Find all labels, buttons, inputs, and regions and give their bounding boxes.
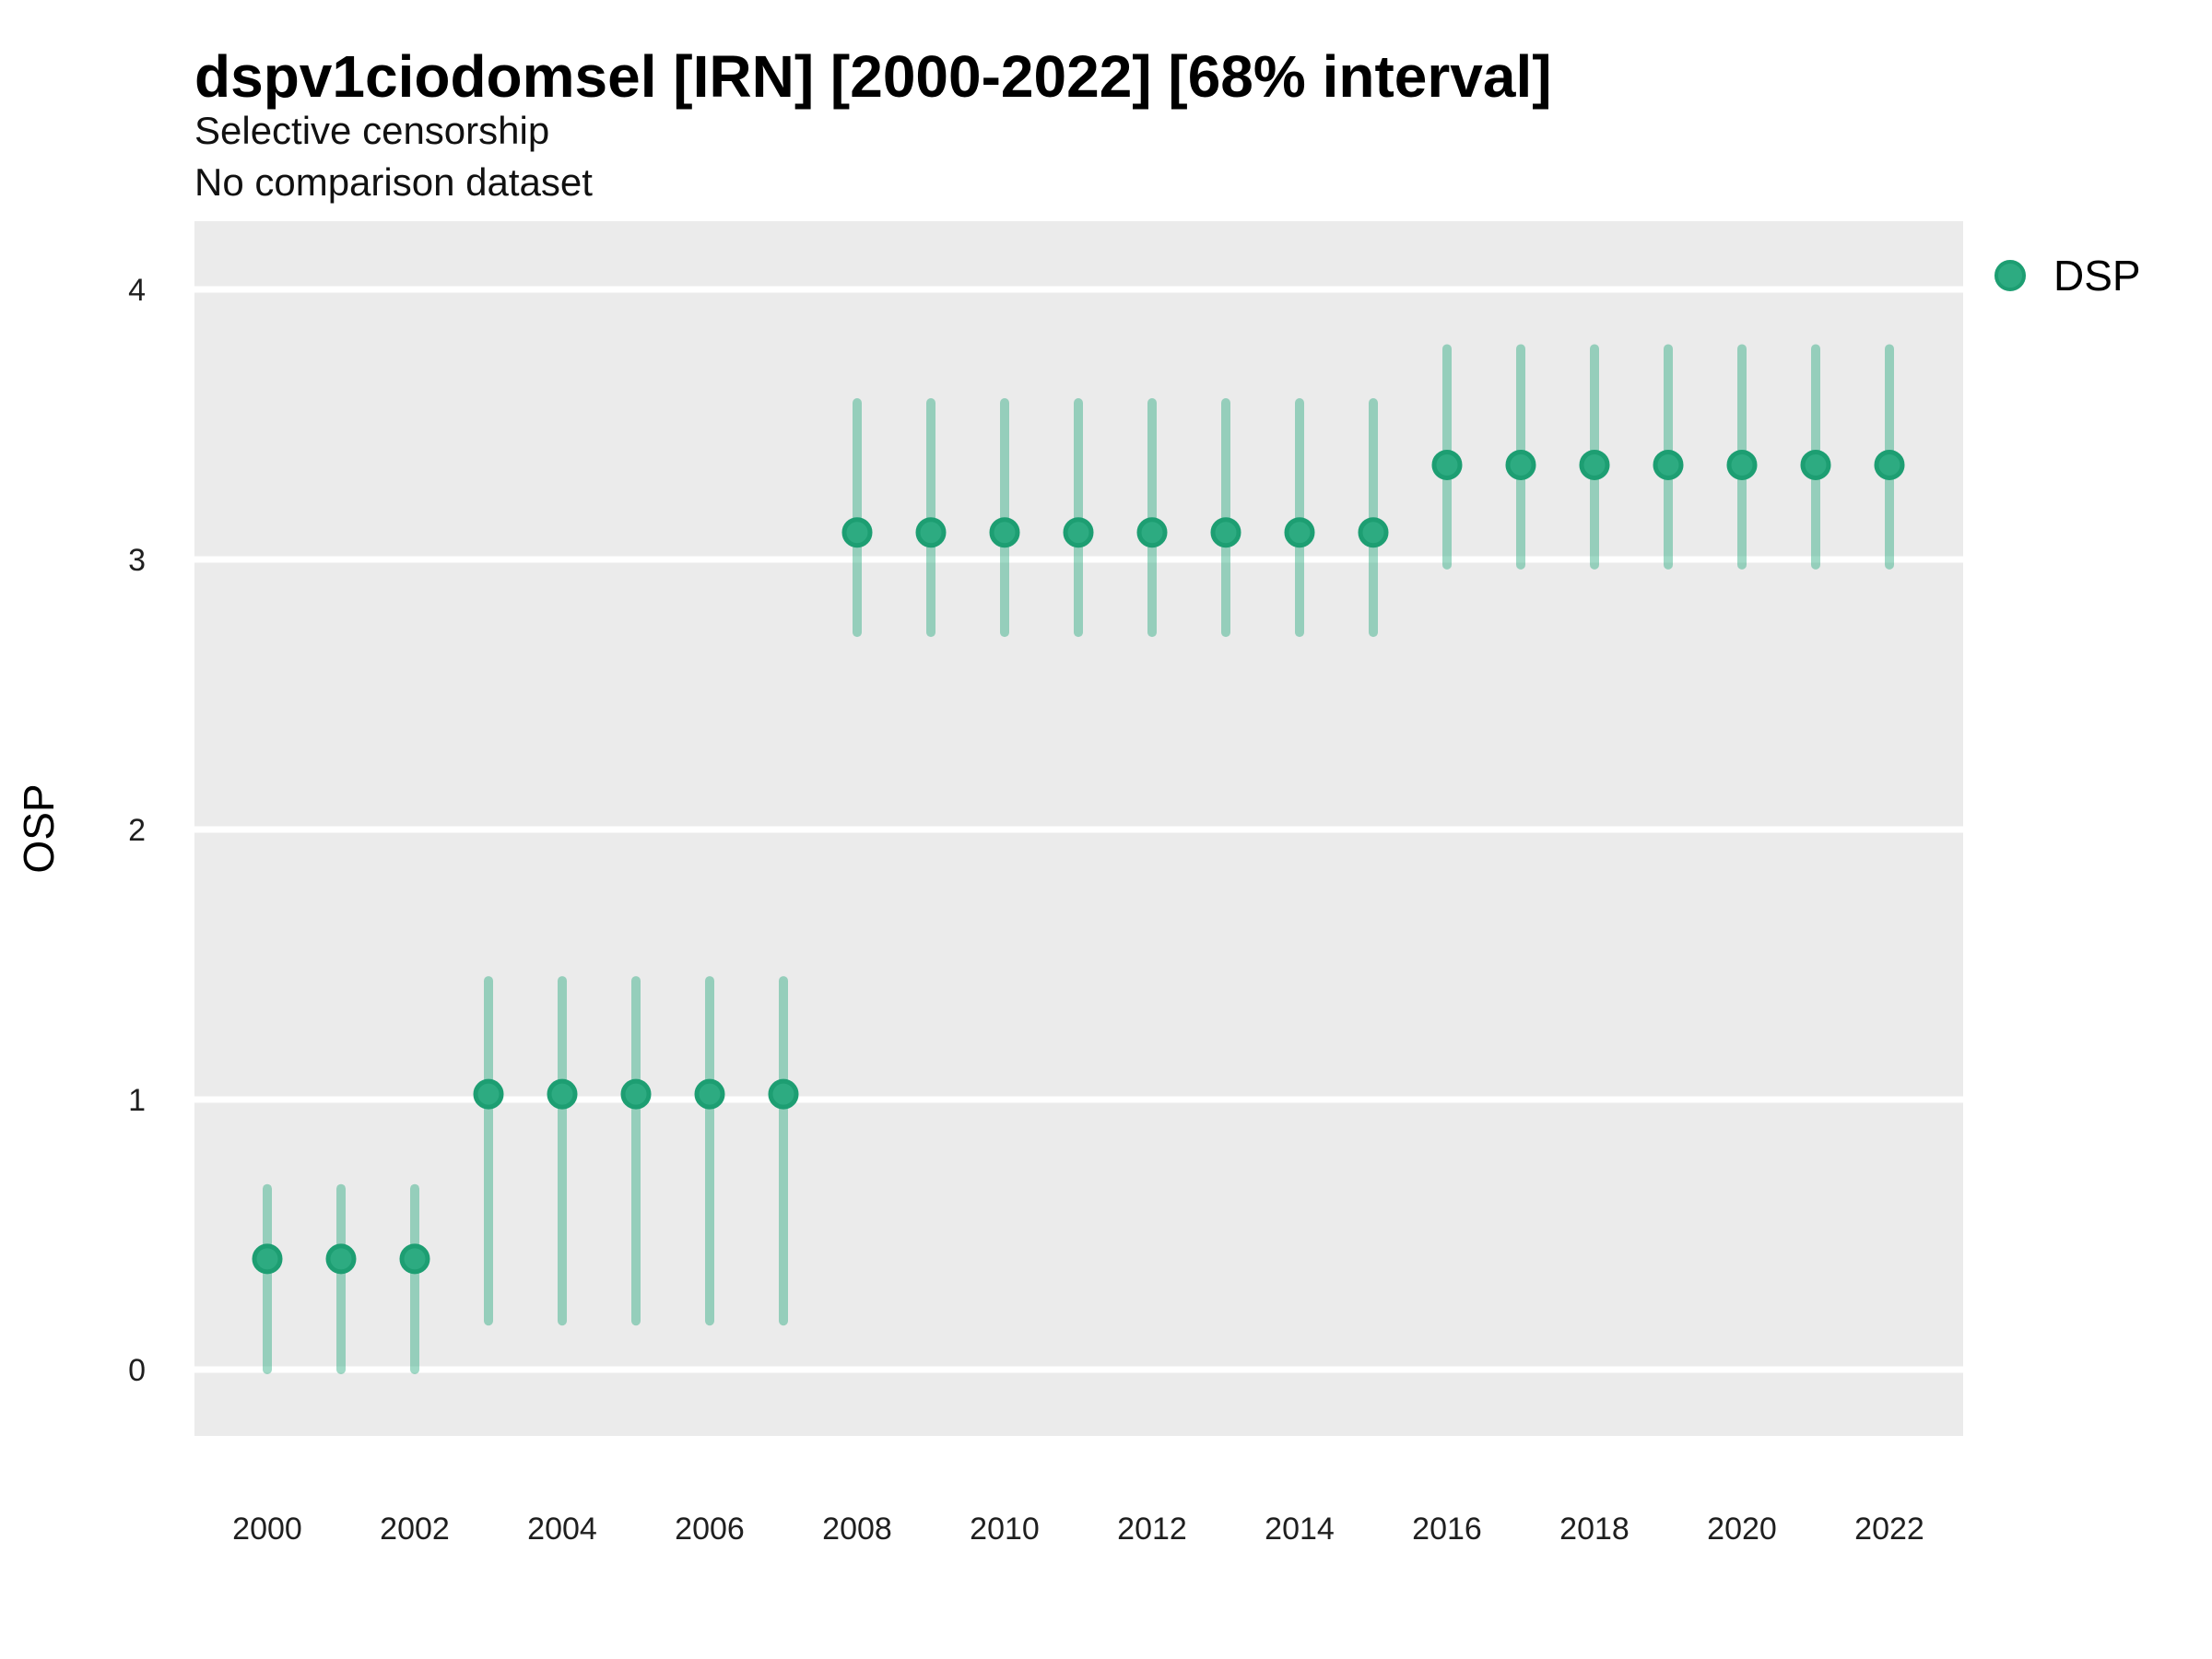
pointrange-2002	[399, 1183, 430, 1374]
legend: DSP	[1994, 252, 2141, 300]
legend-point-icon	[1994, 260, 2026, 291]
pointrange-2020	[1726, 344, 1758, 570]
point-2004	[547, 1078, 578, 1110]
point-2013	[1210, 517, 1241, 548]
x-axis-tick-labels: 2000 2002 2004 2006 2008 2010 2012 2014 2016 2018…	[232, 1512, 1924, 1547]
pointrange-2009	[915, 398, 947, 638]
y-axis-tick-labels: 0 1 2 3 4	[128, 273, 146, 1388]
point-2009	[915, 517, 947, 548]
x-tick-2004: 2004	[527, 1512, 597, 1547]
y-tick-1: 1	[128, 1083, 146, 1118]
pointrange-2004	[547, 976, 578, 1326]
y-tick-2: 2	[128, 813, 146, 848]
pointrange-2006	[694, 976, 725, 1326]
pointrange-2011	[1063, 398, 1094, 638]
pointrange-2019	[1653, 344, 1684, 570]
pointrange-2012	[1136, 398, 1168, 638]
y-tick-4: 4	[128, 273, 146, 308]
chart-subtitle-line1: Selective censorship	[194, 109, 549, 152]
x-tick-2010: 2010	[970, 1512, 1040, 1547]
point-2002	[399, 1243, 430, 1275]
y-tick-3: 3	[128, 543, 146, 578]
x-tick-2006: 2006	[675, 1512, 745, 1547]
pointrange-2022	[1874, 344, 1905, 570]
x-tick-2014: 2014	[1265, 1512, 1335, 1547]
pointrange-2021	[1800, 344, 1831, 570]
point-2017	[1505, 449, 1536, 480]
pointrange-2010	[989, 398, 1020, 638]
x-tick-2002: 2002	[380, 1512, 450, 1547]
chart-title: dspv1ciodomsel [IRN] [2000-2022] [68% in…	[194, 43, 1552, 110]
pointrange-2003	[473, 976, 504, 1326]
legend-label: DSP	[2053, 252, 2141, 300]
point-2021	[1800, 449, 1831, 480]
x-tick-2020: 2020	[1707, 1512, 1777, 1547]
point-2018	[1579, 449, 1610, 480]
pointrange-2016	[1431, 344, 1463, 570]
pointrange-2015	[1358, 398, 1389, 638]
point-2012	[1136, 517, 1168, 548]
pointrange-2000	[252, 1183, 283, 1374]
point-2001	[325, 1243, 357, 1275]
point-2007	[768, 1078, 799, 1110]
point-2008	[841, 517, 873, 548]
point-2022	[1874, 449, 1905, 480]
pointrange-2014	[1284, 398, 1315, 638]
point-2000	[252, 1243, 283, 1275]
y-axis-title: OSP	[15, 783, 63, 873]
y-tick-0: 0	[128, 1353, 146, 1388]
point-2020	[1726, 449, 1758, 480]
pointrange-2018	[1579, 344, 1610, 570]
x-tick-2018: 2018	[1559, 1512, 1630, 1547]
x-tick-2008: 2008	[822, 1512, 892, 1547]
point-2014	[1284, 517, 1315, 548]
point-2006	[694, 1078, 725, 1110]
point-2010	[989, 517, 1020, 548]
point-2003	[473, 1078, 504, 1110]
pointrange-2008	[841, 398, 873, 638]
pointrange-2007	[768, 976, 799, 1326]
pointrange-2017	[1505, 344, 1536, 570]
point-2016	[1431, 449, 1463, 480]
pointrange-2001	[325, 1183, 357, 1374]
point-2015	[1358, 517, 1389, 548]
chart-subtitle-line2: No comparison dataset	[194, 160, 593, 204]
pointrange-2005	[620, 976, 652, 1326]
point-2005	[620, 1078, 652, 1110]
x-tick-2016: 2016	[1412, 1512, 1482, 1547]
x-tick-2000: 2000	[232, 1512, 302, 1547]
x-tick-2022: 2022	[1854, 1512, 1924, 1547]
pointrange-2013	[1210, 398, 1241, 638]
x-tick-2012: 2012	[1117, 1512, 1187, 1547]
point-2019	[1653, 449, 1684, 480]
point-2011	[1063, 517, 1094, 548]
pointrange-marks	[252, 344, 1905, 1374]
